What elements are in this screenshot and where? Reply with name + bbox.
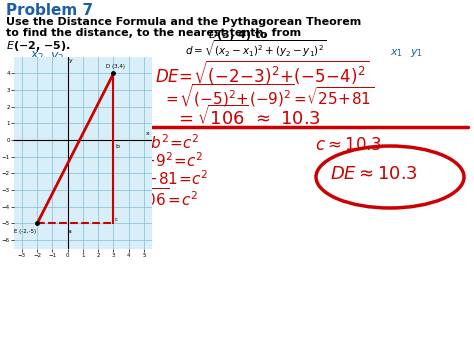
Text: $5^2\!+\!9^2\!=\!c^2$: $5^2\!+\!9^2\!=\!c^2$ bbox=[125, 151, 203, 170]
Text: $d = \sqrt{(x_2 - x_1)^2 + (y_2 - y_1)^2}$: $d = \sqrt{(x_2 - x_1)^2 + (y_2 - y_1)^2… bbox=[185, 39, 326, 59]
Text: $9^2\!+\!b^2\!=\!c^2$: $9^2\!+\!b^2\!=\!c^2$ bbox=[120, 133, 200, 152]
Text: Problem 7: Problem 7 bbox=[6, 3, 93, 18]
Text: $DE\!=\!\sqrt{(-2\!-\!3)^2\!+\!(-5\!-\!4)^2}$: $DE\!=\!\sqrt{(-2\!-\!3)^2\!+\!(-5\!-\!4… bbox=[155, 59, 369, 87]
Text: $=\sqrt{106}\ \approx\ 10.3$: $=\sqrt{106}\ \approx\ 10.3$ bbox=[175, 105, 321, 129]
Text: E (-2,-5): E (-2,-5) bbox=[14, 229, 36, 235]
Text: $x_2$: $x_2$ bbox=[30, 50, 45, 63]
Text: a: a bbox=[68, 229, 72, 234]
Text: $y_2$: $y_2$ bbox=[50, 50, 64, 64]
Text: $DE \approx 10.3$: $DE \approx 10.3$ bbox=[330, 165, 418, 183]
Text: $y_1$: $y_1$ bbox=[410, 47, 423, 59]
Text: y: y bbox=[69, 58, 73, 63]
Text: x: x bbox=[146, 131, 149, 136]
Text: D (3,4): D (3,4) bbox=[106, 65, 125, 70]
Text: $=\!\sqrt{(-5)^2\!+\!(-9)^2}\!=\!\sqrt{25\!+\!81}$: $=\!\sqrt{(-5)^2\!+\!(-9)^2}\!=\!\sqrt{2… bbox=[163, 83, 374, 110]
Text: c: c bbox=[115, 217, 118, 222]
Text: b: b bbox=[115, 144, 119, 149]
Text: $\mathit{D}$(3, 4) to: $\mathit{D}$(3, 4) to bbox=[208, 28, 269, 42]
Text: $25\!+\!81\!=\!c^2$: $25\!+\!81\!=\!c^2$ bbox=[125, 169, 208, 188]
Text: Use the Distance Formula and the Pythagorean Theorem: Use the Distance Formula and the Pythago… bbox=[6, 17, 361, 27]
Text: $x_1$: $x_1$ bbox=[390, 47, 403, 59]
Text: $\mathit{E}$(−2, −5).: $\mathit{E}$(−2, −5). bbox=[6, 39, 71, 53]
Text: $\sqrt{106}\!=\!c^2$: $\sqrt{106}\!=\!c^2$ bbox=[125, 187, 198, 209]
Text: to find the distance, to the nearest tenth, from: to find the distance, to the nearest ten… bbox=[6, 28, 305, 38]
Text: $c \approx 10.3$: $c \approx 10.3$ bbox=[315, 137, 382, 154]
